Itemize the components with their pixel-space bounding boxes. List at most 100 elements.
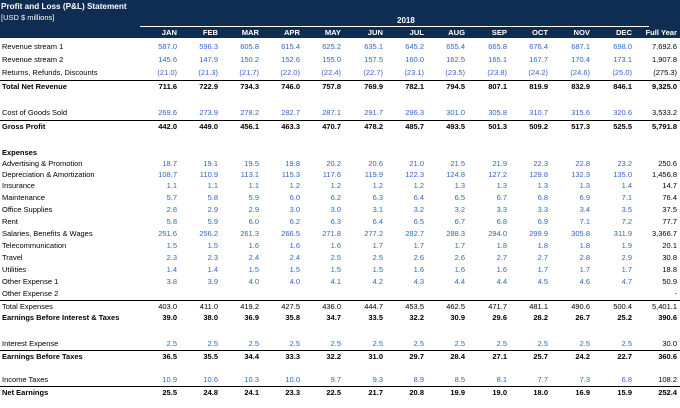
cell-mar[interactable]: 5.9 xyxy=(248,193,259,202)
cell-jun[interactable]: 444.7 xyxy=(364,302,383,311)
cell-apr[interactable]: 2.4 xyxy=(289,253,300,262)
cell-sep[interactable]: 127.2 xyxy=(488,170,507,179)
cell-jul[interactable]: 645.2 xyxy=(405,42,424,51)
cell-jan[interactable]: 2.3 xyxy=(166,253,177,262)
cell-mar[interactable]: 734.3 xyxy=(240,82,259,91)
cell-sep[interactable]: 501.3 xyxy=(488,122,507,131)
cell-nov[interactable]: 490.6 xyxy=(571,302,590,311)
cell-nov[interactable]: 26.7 xyxy=(575,313,590,322)
cell-dec[interactable]: 4.7 xyxy=(621,277,632,286)
cell-sep[interactable]: 305.8 xyxy=(488,108,507,117)
cell-oct[interactable]: 1.7 xyxy=(537,265,548,274)
cell-oct[interactable]: 2.5 xyxy=(537,339,548,348)
cell-may[interactable]: 271.8 xyxy=(322,229,341,238)
cell-sep[interactable]: 3.3 xyxy=(496,205,507,214)
cell-jul[interactable]: 296.3 xyxy=(405,108,424,117)
cell-sep[interactable]: 165.1 xyxy=(488,55,507,64)
cell-nov[interactable]: 1.7 xyxy=(579,265,590,274)
cell-jan[interactable]: 108.7 xyxy=(158,170,177,179)
cell-mar[interactable]: 1.6 xyxy=(248,241,259,250)
cell-oct[interactable]: 509.2 xyxy=(529,122,548,131)
cell-sep[interactable]: 471.7 xyxy=(488,302,507,311)
cell-dec[interactable]: 2.9 xyxy=(621,253,632,262)
cell-dec[interactable]: 173.1 xyxy=(613,55,632,64)
cell-aug[interactable]: 8.5 xyxy=(454,375,465,384)
cell-full-year[interactable]: - xyxy=(674,289,678,298)
cell-jun[interactable]: 2.5 xyxy=(372,339,383,348)
cell-jul[interactable]: 160.0 xyxy=(405,55,424,64)
cell-oct[interactable]: 6.8 xyxy=(537,193,548,202)
cell-apr[interactable]: 10.0 xyxy=(285,375,300,384)
cell-jul[interactable]: 29.7 xyxy=(409,352,424,361)
cell-apr[interactable]: 115.3 xyxy=(281,170,300,179)
cell-oct[interactable]: 25.7 xyxy=(533,352,548,361)
cell-sep[interactable]: 19.0 xyxy=(492,388,507,397)
cell-oct[interactable]: (24.2) xyxy=(528,68,548,77)
cell-jan[interactable]: 1.4 xyxy=(166,265,177,274)
cell-aug[interactable]: 6.7 xyxy=(454,217,465,226)
cell-jan[interactable]: 269.6 xyxy=(158,108,177,117)
cell-sep[interactable]: 294.0 xyxy=(488,229,507,238)
cell-sep[interactable]: 6.7 xyxy=(496,193,507,202)
cell-dec[interactable]: 1.4 xyxy=(621,181,632,190)
cell-jan[interactable]: 36.5 xyxy=(162,352,177,361)
cell-mar[interactable]: 1.1 xyxy=(248,181,259,190)
cell-jun[interactable]: 9.3 xyxy=(372,375,383,384)
cell-aug[interactable]: 124.8 xyxy=(446,170,465,179)
cell-oct[interactable]: 819.9 xyxy=(529,82,548,91)
cell-dec[interactable]: 2.5 xyxy=(621,339,632,348)
cell-oct[interactable]: 481.1 xyxy=(529,302,548,311)
cell-mar[interactable]: 4.0 xyxy=(248,277,259,286)
cell-apr[interactable]: 282.7 xyxy=(281,108,300,117)
cell-dec[interactable]: 1.7 xyxy=(621,265,632,274)
cell-nov[interactable]: 24.2 xyxy=(575,352,590,361)
cell-jul[interactable]: 8.9 xyxy=(413,375,424,384)
cell-jun[interactable]: 1.7 xyxy=(372,241,383,250)
cell-dec[interactable]: 3.5 xyxy=(621,205,632,214)
cell-jun[interactable]: 3.1 xyxy=(372,205,383,214)
cell-jun[interactable]: 31.0 xyxy=(368,352,383,361)
cell-apr[interactable]: 152.6 xyxy=(281,55,300,64)
cell-jul[interactable]: 20.8 xyxy=(409,388,424,397)
cell-oct[interactable]: 4.5 xyxy=(537,277,548,286)
cell-nov[interactable]: 6.9 xyxy=(579,193,590,202)
cell-dec[interactable]: 7.2 xyxy=(621,217,632,226)
cell-feb[interactable]: 256.2 xyxy=(199,229,218,238)
cell-jan[interactable]: 403.0 xyxy=(158,302,177,311)
cell-dec[interactable]: 135.0 xyxy=(613,170,632,179)
cell-jul[interactable]: 6.5 xyxy=(413,217,424,226)
cell-mar[interactable]: 456.1 xyxy=(240,122,259,131)
cell-jan[interactable]: 5.8 xyxy=(166,217,177,226)
cell-full-year[interactable]: 360.6 xyxy=(658,352,677,361)
cell-aug[interactable]: 19.9 xyxy=(450,388,465,397)
cell-sep[interactable]: 1.8 xyxy=(496,241,507,250)
cell-jul[interactable]: (23.1) xyxy=(404,68,424,77)
cell-aug[interactable]: 301.0 xyxy=(446,108,465,117)
cell-mar[interactable]: 419.2 xyxy=(240,302,259,311)
cell-jan[interactable]: 442.0 xyxy=(158,122,177,131)
cell-oct[interactable]: 1.3 xyxy=(537,181,548,190)
cell-may[interactable]: 4.1 xyxy=(330,277,341,286)
cell-dec[interactable]: 698.0 xyxy=(613,42,632,51)
cell-full-year[interactable]: 1,907.8 xyxy=(651,55,677,64)
cell-apr[interactable]: 6.0 xyxy=(289,193,300,202)
cell-apr[interactable]: 23.3 xyxy=(285,388,300,397)
cell-jan[interactable]: 587.0 xyxy=(158,42,177,51)
cell-jun[interactable]: 277.2 xyxy=(364,229,383,238)
cell-jan[interactable]: 1.1 xyxy=(166,181,177,190)
cell-jun[interactable]: 2.5 xyxy=(372,253,383,262)
cell-jan[interactable]: 39.0 xyxy=(162,313,177,322)
cell-may[interactable]: 32.2 xyxy=(326,352,341,361)
cell-jun[interactable]: 1.5 xyxy=(372,265,383,274)
cell-sep[interactable]: 2.7 xyxy=(496,253,507,262)
cell-oct[interactable]: 310.7 xyxy=(529,108,548,117)
cell-dec[interactable]: 500.4 xyxy=(613,302,632,311)
cell-aug[interactable]: 162.5 xyxy=(446,55,465,64)
cell-jan[interactable]: 711.6 xyxy=(158,82,177,91)
cell-feb[interactable]: (21.3) xyxy=(198,68,218,77)
cell-may[interactable]: 34.7 xyxy=(326,313,341,322)
cell-apr[interactable]: 463.3 xyxy=(281,122,300,131)
cell-may[interactable]: 1.2 xyxy=(330,181,341,190)
cell-nov[interactable]: 2.5 xyxy=(579,339,590,348)
cell-jun[interactable]: 33.5 xyxy=(368,313,383,322)
